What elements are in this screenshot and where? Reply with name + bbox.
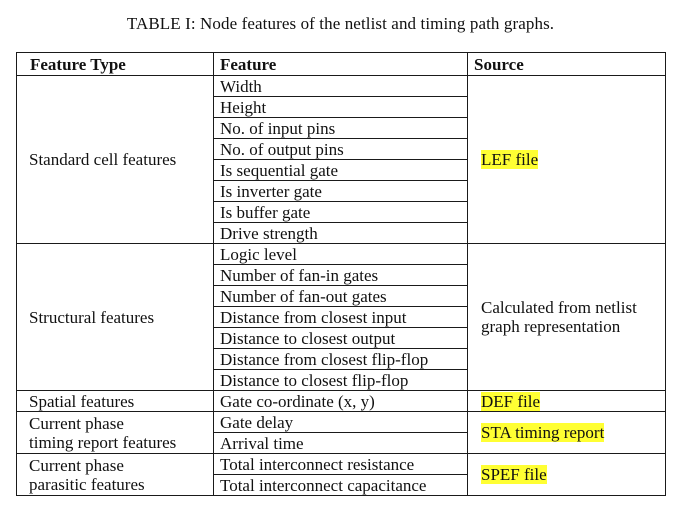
- feature-type-line: Current phase: [29, 455, 124, 475]
- feature-type-line: timing report features: [29, 432, 177, 452]
- table-row: Number of fan-out gates: [17, 285, 666, 307]
- feature-type-line: parasitic features: [29, 474, 145, 494]
- feature-cell: Distance from closest flip-flop: [213, 348, 468, 370]
- feature-type-parasitic: Current phase parasitic features: [16, 453, 214, 496]
- feature-cell: Arrival time: [213, 432, 468, 454]
- source-timing: STA timing report: [467, 411, 666, 454]
- source-highlight: LEF file: [481, 150, 539, 169]
- feature-cell: Is buffer gate: [213, 201, 468, 223]
- feature-cell: Number of fan-in gates: [213, 264, 468, 286]
- table-row: Current phase parasitic features Total i…: [16, 453, 666, 496]
- table-row: Standard cell features Width LEF file: [16, 75, 666, 244]
- table-row: Structural features Logic level Calculat…: [16, 243, 666, 391]
- feature-cell: Distance to closest output: [213, 327, 468, 349]
- table-row: Current phase timing report features Gat…: [16, 411, 666, 454]
- feature-cell: No. of output pins: [213, 138, 468, 160]
- feature-type-timing: Current phase timing report features: [16, 411, 214, 454]
- feature-cell: Distance from closest input: [213, 306, 468, 328]
- feature-cell: Gate delay: [213, 411, 468, 433]
- table-row: Total interconnect capacitance: [17, 474, 666, 496]
- header-source: Source: [467, 52, 666, 76]
- table-row: Distance from closest input: [17, 306, 666, 328]
- header-row: Feature Type Feature Source: [16, 52, 666, 76]
- feature-cell: Width: [213, 75, 468, 97]
- feature-cell: No. of input pins: [213, 117, 468, 139]
- feature-cell: Total interconnect capacitance: [213, 474, 468, 496]
- source-structural: Calculated from netlist graph representa…: [467, 243, 666, 391]
- source-highlight: DEF file: [481, 391, 541, 411]
- feature-cell: Distance to closest flip-flop: [213, 369, 468, 391]
- source-highlight: STA timing report: [481, 423, 605, 442]
- table-row: Distance to closest flip-flop: [17, 369, 666, 391]
- feature-cell: Logic level: [213, 243, 468, 265]
- source-standard-cell: LEF file: [467, 75, 666, 244]
- feature-cell: Is inverter gate: [213, 180, 468, 202]
- feature-cell: Total interconnect resistance: [213, 453, 468, 475]
- feature-cell: Number of fan-out gates: [213, 285, 468, 307]
- feature-type-structural: Structural features: [16, 243, 214, 391]
- source-parasitic: SPEF file: [467, 453, 666, 496]
- feature-cell: Is sequential gate: [213, 159, 468, 181]
- feature-cell: Height: [213, 96, 468, 118]
- features-table: Feature Type Feature Source Standard cel…: [16, 52, 666, 496]
- feature-cell: Drive strength: [213, 222, 468, 244]
- source-line: Calculated from netlist: [481, 298, 637, 317]
- source-highlight: SPEF file: [481, 465, 547, 484]
- feature-type-line: Current phase: [29, 413, 124, 433]
- table-row: Arrival time: [17, 432, 666, 454]
- table-row: Spatial features Gate co-ordinate (x, y)…: [16, 390, 666, 412]
- feature-type-spatial: Spatial features: [16, 390, 214, 412]
- feature-cell: Gate co-ordinate (x, y): [213, 390, 468, 412]
- table-row: Is inverter gate: [17, 180, 666, 202]
- header-feature-type: Feature Type: [16, 52, 214, 76]
- header-feature: Feature: [213, 52, 468, 76]
- feature-type-standard-cell: Standard cell features: [16, 75, 214, 244]
- source-spatial: DEF file: [467, 390, 666, 412]
- source-line: graph representation: [481, 317, 621, 336]
- table-caption: TABLE I: Node features of the netlist an…: [126, 14, 555, 33]
